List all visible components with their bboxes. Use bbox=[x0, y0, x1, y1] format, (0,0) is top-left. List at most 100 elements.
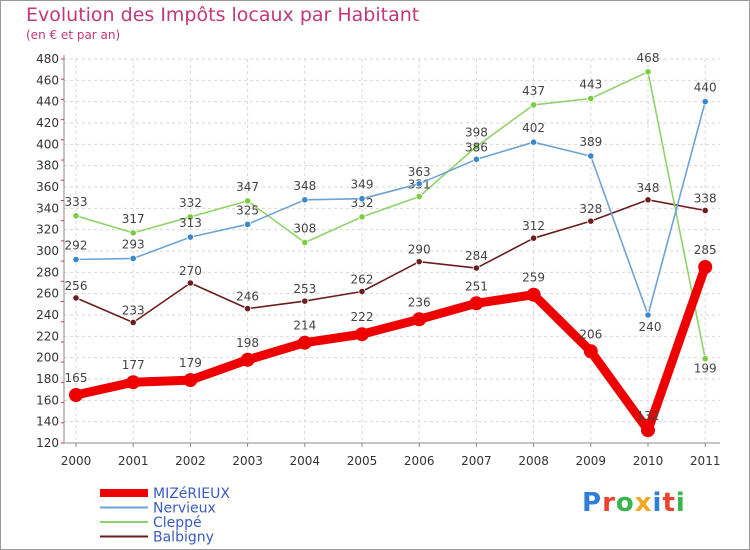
data-label: 437 bbox=[522, 84, 545, 98]
series-line-nervieux bbox=[75, 100, 707, 316]
data-point bbox=[472, 155, 480, 163]
data-point bbox=[186, 213, 194, 221]
data-label: 332 bbox=[179, 196, 202, 210]
data-point bbox=[415, 180, 423, 188]
data-point bbox=[587, 152, 595, 160]
x-tick-label: 2002 bbox=[175, 454, 206, 468]
y-tick-label: 140 bbox=[36, 415, 59, 429]
data-point bbox=[297, 335, 312, 350]
data-point bbox=[244, 197, 252, 205]
x-tick-label: 2011 bbox=[690, 454, 721, 468]
data-point bbox=[529, 234, 538, 242]
data-label: 468 bbox=[637, 51, 660, 65]
data-point bbox=[701, 98, 709, 106]
series-line-mizérieux bbox=[71, 262, 710, 435]
y-tick-label: 160 bbox=[36, 393, 59, 407]
data-label: 256 bbox=[65, 279, 88, 293]
data-point bbox=[186, 279, 194, 287]
legend-label: Nervieux bbox=[153, 501, 216, 517]
y-tick-label: 280 bbox=[36, 265, 59, 279]
data-label: 313 bbox=[179, 216, 202, 230]
data-label: 214 bbox=[293, 319, 316, 333]
data-label: 290 bbox=[408, 243, 431, 257]
data-point bbox=[587, 94, 595, 103]
data-label: 347 bbox=[236, 180, 259, 194]
data-point bbox=[358, 195, 366, 203]
data-point bbox=[355, 327, 369, 342]
y-tick-label: 340 bbox=[36, 201, 59, 215]
y-tick-label: 380 bbox=[36, 159, 59, 173]
data-point bbox=[701, 355, 709, 363]
data-point bbox=[472, 264, 480, 272]
data-label: 325 bbox=[236, 203, 259, 217]
logo-letter: o bbox=[615, 488, 635, 518]
data-label: 328 bbox=[579, 202, 602, 216]
data-point bbox=[529, 101, 538, 109]
chart-title: Evolution des Impôts locaux par Habitant bbox=[26, 4, 420, 26]
data-point bbox=[301, 238, 309, 247]
data-point bbox=[644, 196, 652, 204]
data-point bbox=[641, 423, 655, 438]
data-point bbox=[526, 287, 541, 302]
x-tick-label: 2006 bbox=[404, 454, 435, 468]
y-tick-label: 260 bbox=[36, 287, 59, 301]
y-tick-label: 360 bbox=[36, 180, 59, 194]
data-label: 363 bbox=[408, 165, 431, 179]
data-point bbox=[698, 260, 713, 274]
x-tick-label: 2001 bbox=[118, 454, 149, 468]
data-label: 317 bbox=[122, 212, 145, 226]
data-label: 198 bbox=[236, 336, 259, 350]
data-label: 177 bbox=[122, 358, 145, 372]
data-point bbox=[472, 142, 480, 151]
logo-letter: t bbox=[662, 488, 676, 518]
proxiti-logo: Proxiti bbox=[582, 488, 686, 518]
y-tick-label: 220 bbox=[36, 329, 59, 343]
data-label: 206 bbox=[579, 327, 602, 341]
data-label: 262 bbox=[351, 273, 374, 287]
data-label: 443 bbox=[579, 77, 602, 91]
y-tick-label: 120 bbox=[36, 436, 59, 450]
data-point bbox=[644, 68, 652, 76]
data-label: 246 bbox=[236, 290, 259, 304]
x-tick-label: 2004 bbox=[290, 454, 321, 468]
logo-letter: i bbox=[675, 488, 686, 518]
data-label: 222 bbox=[351, 310, 374, 324]
data-point bbox=[701, 206, 709, 215]
chart-subtitle: (en € et par an) bbox=[26, 28, 121, 42]
data-point bbox=[529, 138, 538, 146]
data-label: 253 bbox=[293, 282, 316, 296]
data-label: 179 bbox=[179, 356, 202, 370]
data-label: 440 bbox=[694, 81, 717, 95]
data-label: 348 bbox=[637, 181, 660, 195]
data-label: 349 bbox=[351, 178, 374, 192]
y-tick-label: 300 bbox=[36, 244, 59, 258]
data-label: 293 bbox=[122, 237, 145, 251]
data-point bbox=[69, 388, 83, 402]
legend-label: Balbigny bbox=[153, 530, 214, 546]
series-line-balbigny bbox=[75, 199, 707, 324]
logo-letter: i bbox=[652, 488, 663, 518]
data-label: 285 bbox=[694, 243, 717, 257]
data-label: 284 bbox=[465, 249, 488, 263]
data-point bbox=[183, 373, 198, 388]
logo-letter: x bbox=[634, 488, 653, 518]
data-point bbox=[72, 294, 80, 302]
logo-letter: P bbox=[582, 488, 603, 518]
data-label: 398 bbox=[465, 125, 488, 139]
y-tick-label: 420 bbox=[36, 116, 59, 130]
data-point bbox=[301, 196, 309, 204]
x-tick-label: 2007 bbox=[461, 454, 492, 468]
data-point bbox=[129, 254, 137, 263]
y-tick-label: 240 bbox=[36, 308, 59, 322]
y-tick-label: 320 bbox=[36, 223, 59, 237]
x-tick-label: 2010 bbox=[633, 454, 664, 468]
data-point bbox=[358, 287, 366, 296]
y-tick-label: 180 bbox=[36, 372, 59, 386]
x-tick-label: 2000 bbox=[61, 454, 92, 468]
data-point bbox=[587, 217, 595, 225]
data-point bbox=[72, 212, 80, 220]
data-point bbox=[415, 193, 423, 201]
x-tick-label: 2003 bbox=[232, 454, 263, 468]
data-point bbox=[72, 255, 80, 264]
